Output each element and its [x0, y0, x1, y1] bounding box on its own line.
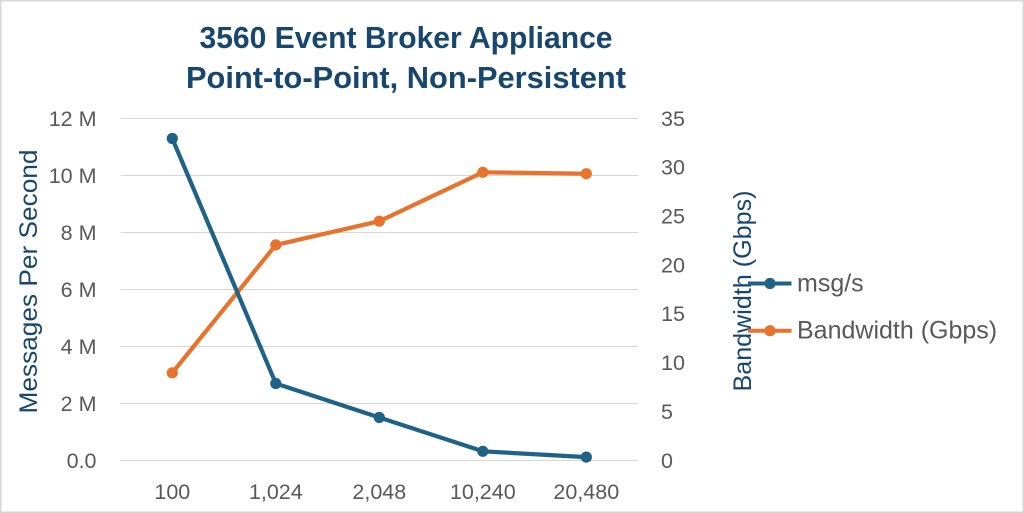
- svg-text:15: 15: [661, 302, 685, 326]
- svg-text:3560 Event Broker Appliance: 3560 Event Broker Appliance: [200, 20, 613, 55]
- svg-text:20,480: 20,480: [553, 480, 619, 504]
- svg-text:0: 0: [661, 449, 673, 473]
- svg-text:100: 100: [154, 480, 190, 504]
- svg-text:0.0: 0.0: [67, 449, 97, 473]
- svg-text:10,240: 10,240: [450, 480, 516, 504]
- svg-text:25: 25: [661, 205, 685, 229]
- svg-text:12 M: 12 M: [49, 107, 97, 131]
- svg-text:Messages Per Second: Messages Per Second: [15, 150, 43, 414]
- svg-text:msg/s: msg/s: [797, 270, 864, 298]
- svg-text:1,024: 1,024: [249, 480, 303, 504]
- svg-text:2 M: 2 M: [61, 392, 97, 416]
- svg-text:10 M: 10 M: [49, 164, 97, 188]
- svg-text:35: 35: [661, 107, 685, 131]
- svg-text:2,048: 2,048: [352, 480, 406, 504]
- svg-text:6 M: 6 M: [61, 278, 97, 302]
- svg-text:Bandwidth (Gbps): Bandwidth (Gbps): [729, 191, 757, 392]
- svg-text:30: 30: [661, 156, 685, 180]
- svg-text:5: 5: [661, 400, 673, 424]
- svg-text:4 M: 4 M: [61, 335, 97, 359]
- svg-text:20: 20: [661, 253, 685, 277]
- svg-text:Bandwidth (Gbps): Bandwidth (Gbps): [797, 317, 997, 345]
- svg-text:10: 10: [661, 351, 685, 375]
- svg-text:Point-to-Point, Non-Persistent: Point-to-Point, Non-Persistent: [186, 60, 626, 95]
- svg-text:8 M: 8 M: [61, 221, 97, 245]
